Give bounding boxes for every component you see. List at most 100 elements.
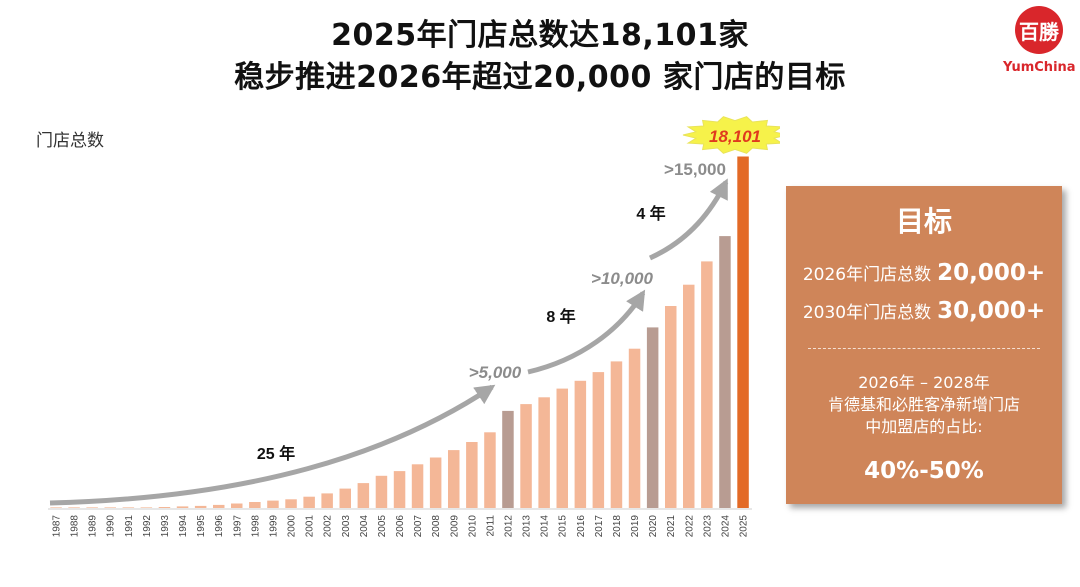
- x-tick-2020: 2020: [648, 515, 659, 538]
- bar-2010: [466, 442, 478, 508]
- x-tick-1992: 1992: [142, 515, 153, 538]
- bar-1999: [267, 500, 279, 508]
- x-tick-1994: 1994: [178, 515, 189, 538]
- bar-1994: [176, 506, 189, 508]
- store-count-chart: 1987 1988 1989 1990 1991 1992 1993 1994 1995 1996…: [48, 116, 780, 538]
- x-tick-2005: 2005: [377, 515, 388, 538]
- x-tick-1988: 1988: [70, 515, 81, 538]
- bar-2020: [646, 327, 659, 508]
- total-callout-value: 18,101: [709, 127, 761, 146]
- x-tick-1993: 1993: [160, 515, 171, 538]
- bar-2024: [719, 236, 731, 508]
- goal-2030-label: 2030年门店总数: [802, 303, 932, 323]
- x-tick-2016: 2016: [576, 515, 587, 538]
- milestone-label-5000: >5,000: [469, 363, 522, 382]
- bar-2004: [357, 483, 370, 508]
- x-tick-2007: 2007: [413, 515, 424, 538]
- bar-2018: [610, 361, 623, 508]
- goal-divider: [808, 348, 1040, 349]
- bar-1989: [86, 507, 98, 508]
- growth-arrow-25y: [49, 384, 496, 506]
- franchise-share-value: 40%-50%: [864, 458, 984, 484]
- bar-2011: [484, 432, 496, 508]
- x-tick-1998: 1998: [250, 515, 261, 538]
- bar-2000: [285, 499, 297, 508]
- bar-2006: [393, 471, 406, 508]
- x-tick-2003: 2003: [341, 515, 352, 538]
- growth-arrow-4y: [648, 178, 729, 261]
- bar-1990: [104, 507, 116, 508]
- bar-2022: [683, 284, 695, 508]
- x-tick-1989: 1989: [88, 515, 99, 538]
- goal-2026-label: 2026年门店总数: [802, 265, 932, 285]
- logo-text: YumChina: [1003, 60, 1076, 75]
- x-tick-2024: 2024: [721, 515, 732, 538]
- goal-2026-value: 20,000+: [937, 260, 1046, 286]
- x-tick-2004: 2004: [359, 515, 370, 538]
- page-title-line1: 2025年门店总数达18,101家: [331, 18, 749, 53]
- goal-note-brands: 肯德基和必胜客净新增门店: [827, 395, 1020, 414]
- bar-2017: [592, 372, 605, 508]
- callout-burst: [682, 116, 780, 154]
- goal-row-2030: 2030年门店总数 30,000+: [786, 298, 1062, 324]
- x-tick-1991: 1991: [124, 515, 135, 538]
- x-tick-2011: 2011: [485, 515, 496, 537]
- logo-mark: 百勝: [1015, 6, 1063, 54]
- span-label-4y: 4 年: [636, 204, 665, 223]
- span-label-8y: 8 年: [546, 307, 575, 326]
- page-title-line2: 稳步推进2026年超过20,000 家门店的目标: [234, 60, 846, 95]
- goal-note-period: 2026年 – 2028年: [858, 373, 990, 392]
- y-axis-label: 门店总数: [36, 131, 104, 151]
- bar-2005: [375, 475, 388, 508]
- bar-1988: [68, 507, 80, 508]
- growth-arrow-8y: [527, 289, 646, 375]
- bar-2007: [411, 464, 424, 508]
- x-tick-2021: 2021: [666, 515, 677, 538]
- bar-1995: [194, 505, 207, 508]
- x-tick-2022: 2022: [684, 515, 695, 538]
- x-tick-2025: 2025: [739, 515, 750, 538]
- goal-title: 目标: [895, 205, 952, 238]
- x-tick-2006: 2006: [395, 515, 406, 538]
- x-tick-2010: 2010: [467, 515, 478, 538]
- x-tick-1987: 1987: [52, 515, 63, 538]
- bar-2001: [303, 496, 315, 508]
- bar-1993: [158, 507, 171, 508]
- bar-1998: [249, 502, 261, 508]
- x-tick-2008: 2008: [431, 515, 442, 538]
- milestone-label-15000: >15,000: [664, 160, 726, 179]
- x-tick-1997: 1997: [232, 515, 243, 538]
- goal-row-2026: 2026年门店总数 20,000+: [786, 260, 1062, 286]
- bar-1996: [213, 504, 225, 508]
- bar-1997: [231, 503, 243, 508]
- bar-2019: [628, 348, 641, 508]
- bar-2023: [701, 261, 713, 508]
- x-tick-1990: 1990: [106, 515, 117, 538]
- x-tick-2009: 2009: [449, 515, 460, 538]
- bar-2012: [502, 410, 514, 508]
- goal-2030-value: 30,000+: [937, 298, 1046, 324]
- x-tick-2014: 2014: [540, 515, 551, 538]
- goal-note-franchise: 中加盟店的占比:: [865, 417, 983, 436]
- bar-2013: [520, 404, 532, 508]
- x-tick-2002: 2002: [323, 515, 334, 538]
- bar-2025: [737, 156, 749, 508]
- x-tick-1995: 1995: [196, 515, 207, 538]
- span-label-25y: 25 年: [257, 444, 295, 463]
- x-tick-2018: 2018: [612, 515, 623, 538]
- x-tick-2017: 2017: [594, 515, 605, 538]
- x-tick-2015: 2015: [558, 515, 569, 538]
- bar-2009: [448, 450, 460, 508]
- bar-2021: [665, 306, 677, 508]
- x-tick-2019: 2019: [630, 515, 641, 538]
- x-tick-1996: 1996: [214, 515, 225, 538]
- x-tick-2023: 2023: [702, 515, 713, 538]
- bar-2016: [574, 380, 587, 508]
- yumchina-logo: 百勝 YumChina: [1003, 6, 1076, 86]
- bar-2003: [339, 488, 351, 508]
- bar-1991: [122, 507, 135, 508]
- bar-2008: [429, 457, 442, 508]
- bar-2002: [321, 493, 333, 508]
- x-tick-2012: 2012: [504, 515, 515, 538]
- x-tick-2000: 2000: [287, 515, 298, 538]
